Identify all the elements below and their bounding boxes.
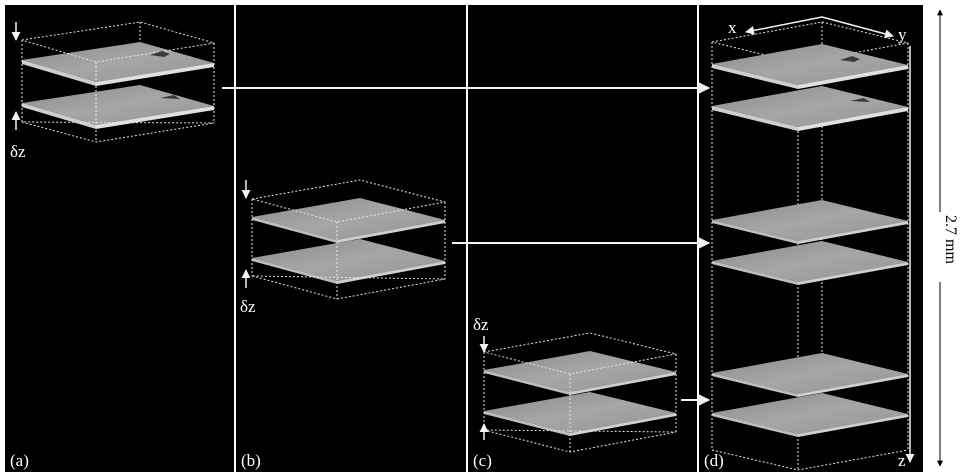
- panel-d-slice-3: [712, 200, 908, 241]
- panel-d-slice-2: [712, 86, 908, 127]
- panel-a-volume: [21, 21, 215, 143]
- panel-b-dz-label: δz: [240, 297, 256, 316]
- z-axis-label: z: [898, 451, 906, 470]
- panel-b-label: (b): [241, 451, 261, 470]
- panel-c-slice-top: [484, 351, 676, 392]
- panel-d-slice-4: [712, 241, 908, 282]
- panel-c-volume: [483, 332, 677, 453]
- y-axis-label: y: [898, 25, 907, 44]
- panel-a-slice-bottom: [22, 85, 214, 125]
- panel-d-label: (d): [704, 451, 724, 470]
- x-axis-arrow: [745, 16, 823, 35]
- panel-b-slice-bottom: [252, 239, 445, 281]
- x-axis-label: x: [728, 18, 737, 37]
- panel-c-slice-bottom: [484, 392, 676, 433]
- panel-d-volume: [711, 21, 909, 471]
- panel-a-label: (a): [10, 451, 29, 470]
- panel-c-dz-label: δz: [473, 315, 489, 334]
- panel-d-slice-1: [712, 44, 908, 85]
- panel-c-label: (c): [473, 451, 492, 470]
- panel-b-slice-top: [252, 198, 445, 240]
- panel-a-slice-top: [22, 42, 214, 82]
- panel-d-slice-6: [712, 393, 908, 434]
- panel-a-background: [5, 5, 234, 472]
- panel-b-volume: [251, 179, 446, 300]
- y-axis-arrow: [821, 16, 894, 39]
- panel-d-slice-5: [712, 353, 908, 394]
- height-label: 2.7 mm: [942, 215, 959, 264]
- panel-a-dz-label: δz: [10, 142, 26, 161]
